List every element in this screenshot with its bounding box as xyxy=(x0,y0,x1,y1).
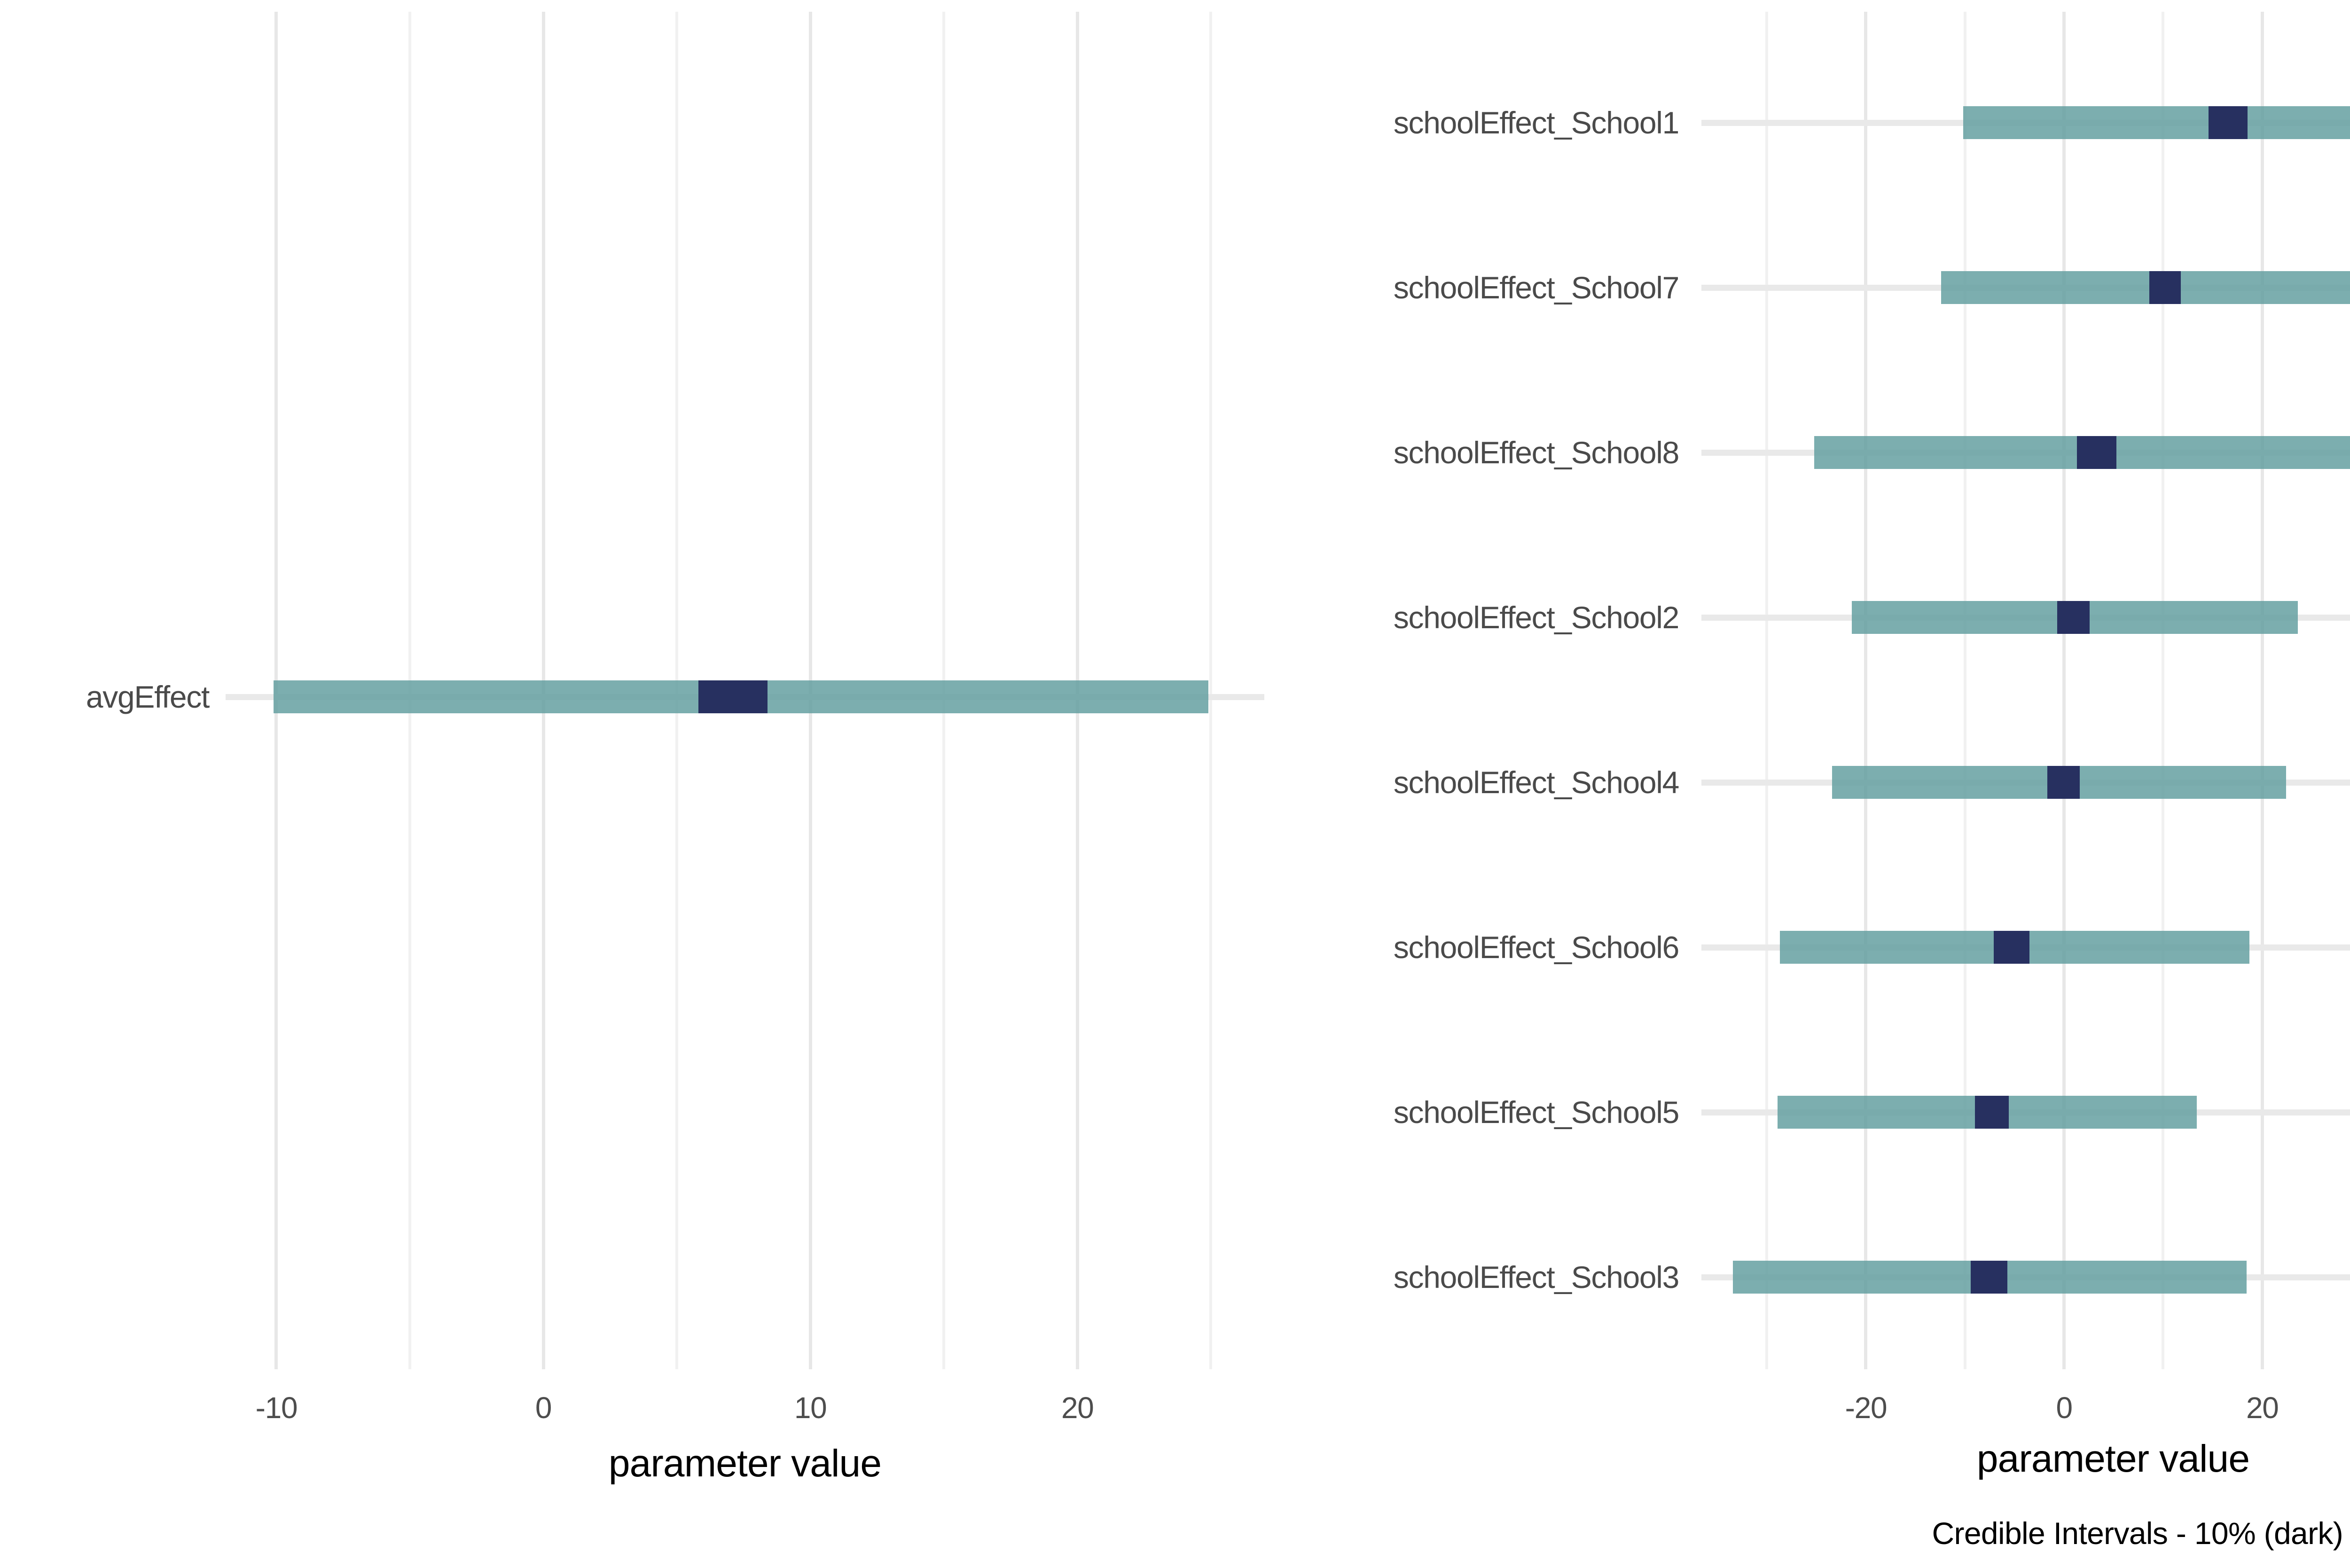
interval-bar-inner-10 xyxy=(2149,271,2181,304)
category-label: schoolEffect_School8 xyxy=(1393,435,1679,470)
x-tick-label: 20 xyxy=(2246,1391,2279,1425)
category-label: schoolEffect_School2 xyxy=(1393,600,1679,635)
gridline-vertical-major xyxy=(1864,12,1868,1369)
category-label: schoolEffect_School1 xyxy=(1393,105,1679,140)
category-label: schoolEffect_School3 xyxy=(1393,1260,1679,1295)
x-tick-label: 0 xyxy=(535,1391,552,1425)
category-label: avgEffect xyxy=(86,679,210,714)
gridline-vertical-major xyxy=(2260,12,2264,1369)
interval-bar-outer-90 xyxy=(1963,106,2350,139)
interval-bar-inner-10 xyxy=(1993,931,2029,964)
x-tick-label: 0 xyxy=(2056,1391,2073,1425)
gridline-vertical-minor xyxy=(1209,12,1213,1369)
interval-bar-inner-10 xyxy=(2047,766,2080,799)
x-tick-label: 10 xyxy=(794,1391,827,1425)
x-tick-label: 20 xyxy=(1061,1391,1094,1425)
interval-bar-inner-10 xyxy=(1974,1096,2009,1129)
category-label: schoolEffect_School6 xyxy=(1393,930,1679,965)
interval-bar-inner-10 xyxy=(1971,1261,2008,1294)
x-tick-label: -20 xyxy=(1845,1391,1888,1425)
gridline-vertical-minor xyxy=(1765,12,1769,1369)
gridline-vertical-major xyxy=(2062,12,2066,1369)
category-label: schoolEffect_School7 xyxy=(1393,270,1679,305)
right-x-axis-title: parameter value xyxy=(1976,1437,2250,1480)
figure-caption: Credible Intervals - 10% (dark) & 90% (l… xyxy=(1932,1516,2350,1551)
category-label: schoolEffect_School4 xyxy=(1393,765,1679,800)
left-x-axis-title: parameter value xyxy=(608,1442,882,1485)
interval-bar-inner-10 xyxy=(2209,106,2248,139)
x-tick-label: -10 xyxy=(255,1391,298,1425)
category-label: schoolEffect_School5 xyxy=(1393,1095,1679,1130)
interval-bar-inner-10 xyxy=(2057,601,2090,634)
interval-bar-outer-90 xyxy=(1941,271,2350,304)
interval-bar-inner-10 xyxy=(2077,436,2117,469)
gridline-vertical-minor xyxy=(1963,12,1966,1369)
interval-bar-inner-10 xyxy=(698,680,768,713)
gridline-vertical-minor xyxy=(2162,12,2165,1369)
